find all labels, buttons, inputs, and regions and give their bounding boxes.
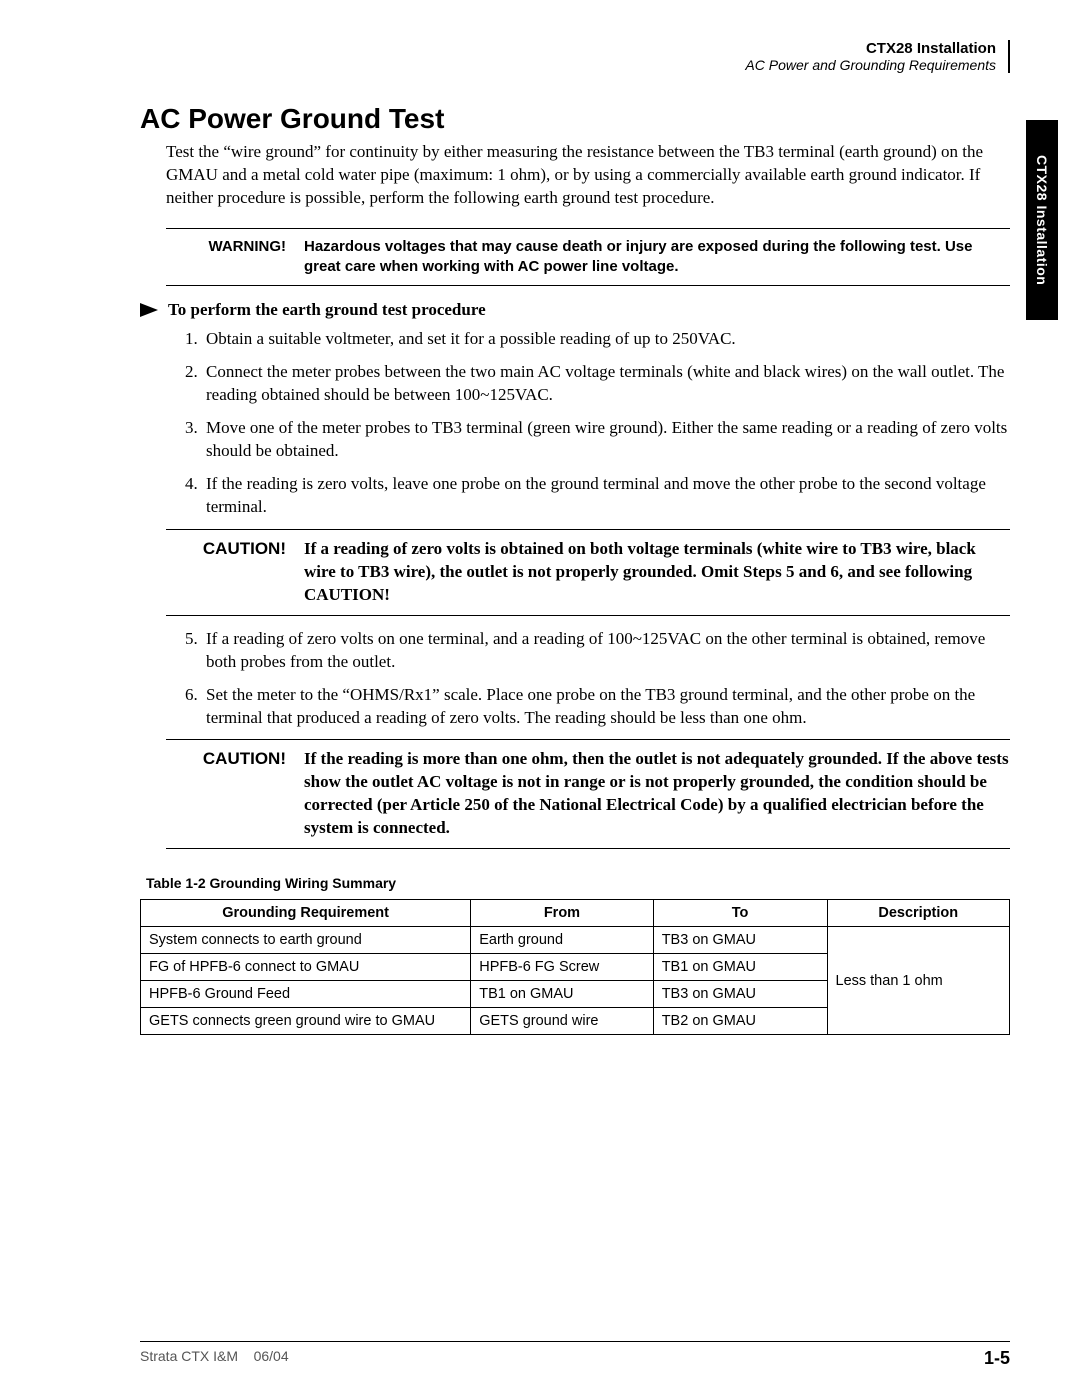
- table-header: Grounding Requirement: [141, 900, 471, 927]
- table-cell: TB3 on GMAU: [653, 981, 827, 1008]
- caution-label: CAUTION!: [166, 748, 296, 771]
- table-header: To: [653, 900, 827, 927]
- table-cell-description: Less than 1 ohm: [827, 927, 1010, 1035]
- warning-text: Hazardous voltages that may cause death …: [304, 237, 1010, 278]
- caution-text: If a reading of zero volts is obtained o…: [304, 538, 1010, 607]
- steps-list-b: If a reading of zero volts on one termin…: [140, 628, 1010, 730]
- table-cell: HPFB-6 Ground Feed: [141, 981, 471, 1008]
- intro-paragraph: Test the “wire ground” for continuity by…: [140, 141, 1010, 210]
- table-cell: TB1 on GMAU: [471, 981, 653, 1008]
- side-tab-label: CTX28 Installation: [1034, 155, 1050, 285]
- caution-block-2: CAUTION! If the reading is more than one…: [166, 739, 1010, 849]
- header-section: AC Power and Grounding Requirements: [140, 57, 996, 73]
- grounding-table: Grounding Requirement From To Descriptio…: [140, 899, 1010, 1035]
- steps-list-a: Obtain a suitable voltmeter, and set it …: [140, 328, 1010, 519]
- warning-label: WARNING!: [166, 237, 296, 257]
- procedure-heading: To perform the earth ground test procedu…: [140, 300, 1010, 320]
- table-header-row: Grounding Requirement From To Descriptio…: [141, 900, 1010, 927]
- caution-block-1: CAUTION! If a reading of zero volts is o…: [166, 529, 1010, 616]
- table-cell: HPFB-6 FG Screw: [471, 954, 653, 981]
- table-row: System connects to earth ground Earth gr…: [141, 927, 1010, 954]
- warning-block: WARNING! Hazardous voltages that may cau…: [166, 228, 1010, 287]
- chapter-side-tab: CTX28 Installation: [1026, 120, 1058, 320]
- table-cell: TB3 on GMAU: [653, 927, 827, 954]
- table-header: Description: [827, 900, 1010, 927]
- table-cell: FG of HPFB-6 connect to GMAU: [141, 954, 471, 981]
- procedure-heading-text: To perform the earth ground test procedu…: [168, 300, 486, 320]
- table-header: From: [471, 900, 653, 927]
- page-footer: Strata CTX I&M 06/04 1-5: [140, 1341, 1010, 1369]
- step-item: Set the meter to the “OHMS/Rx1” scale. P…: [202, 684, 1010, 730]
- step-item: If the reading is zero volts, leave one …: [202, 473, 1010, 519]
- table-cell: TB2 on GMAU: [653, 1008, 827, 1035]
- page-number: 1-5: [984, 1348, 1010, 1369]
- table-cell: Earth ground: [471, 927, 653, 954]
- table-cell: GETS connects green ground wire to GMAU: [141, 1008, 471, 1035]
- caution-label: CAUTION!: [166, 538, 296, 561]
- step-item: If a reading of zero volts on one termin…: [202, 628, 1010, 674]
- step-item: Connect the meter probes between the two…: [202, 361, 1010, 407]
- step-item: Obtain a suitable voltmeter, and set it …: [202, 328, 1010, 351]
- arrow-icon: [140, 303, 158, 317]
- table-cell: System connects to earth ground: [141, 927, 471, 954]
- page-header: CTX28 Installation AC Power and Groundin…: [140, 40, 1010, 73]
- step-item: Move one of the meter probes to TB3 term…: [202, 417, 1010, 463]
- caution-text: If the reading is more than one ohm, the…: [304, 748, 1010, 840]
- footer-left: Strata CTX I&M 06/04: [140, 1348, 289, 1369]
- table-caption: Table 1-2 Grounding Wiring Summary: [146, 875, 1010, 891]
- section-title: AC Power Ground Test: [140, 103, 1010, 135]
- header-chapter: CTX28 Installation: [140, 40, 996, 57]
- table-cell: TB1 on GMAU: [653, 954, 827, 981]
- table-cell: GETS ground wire: [471, 1008, 653, 1035]
